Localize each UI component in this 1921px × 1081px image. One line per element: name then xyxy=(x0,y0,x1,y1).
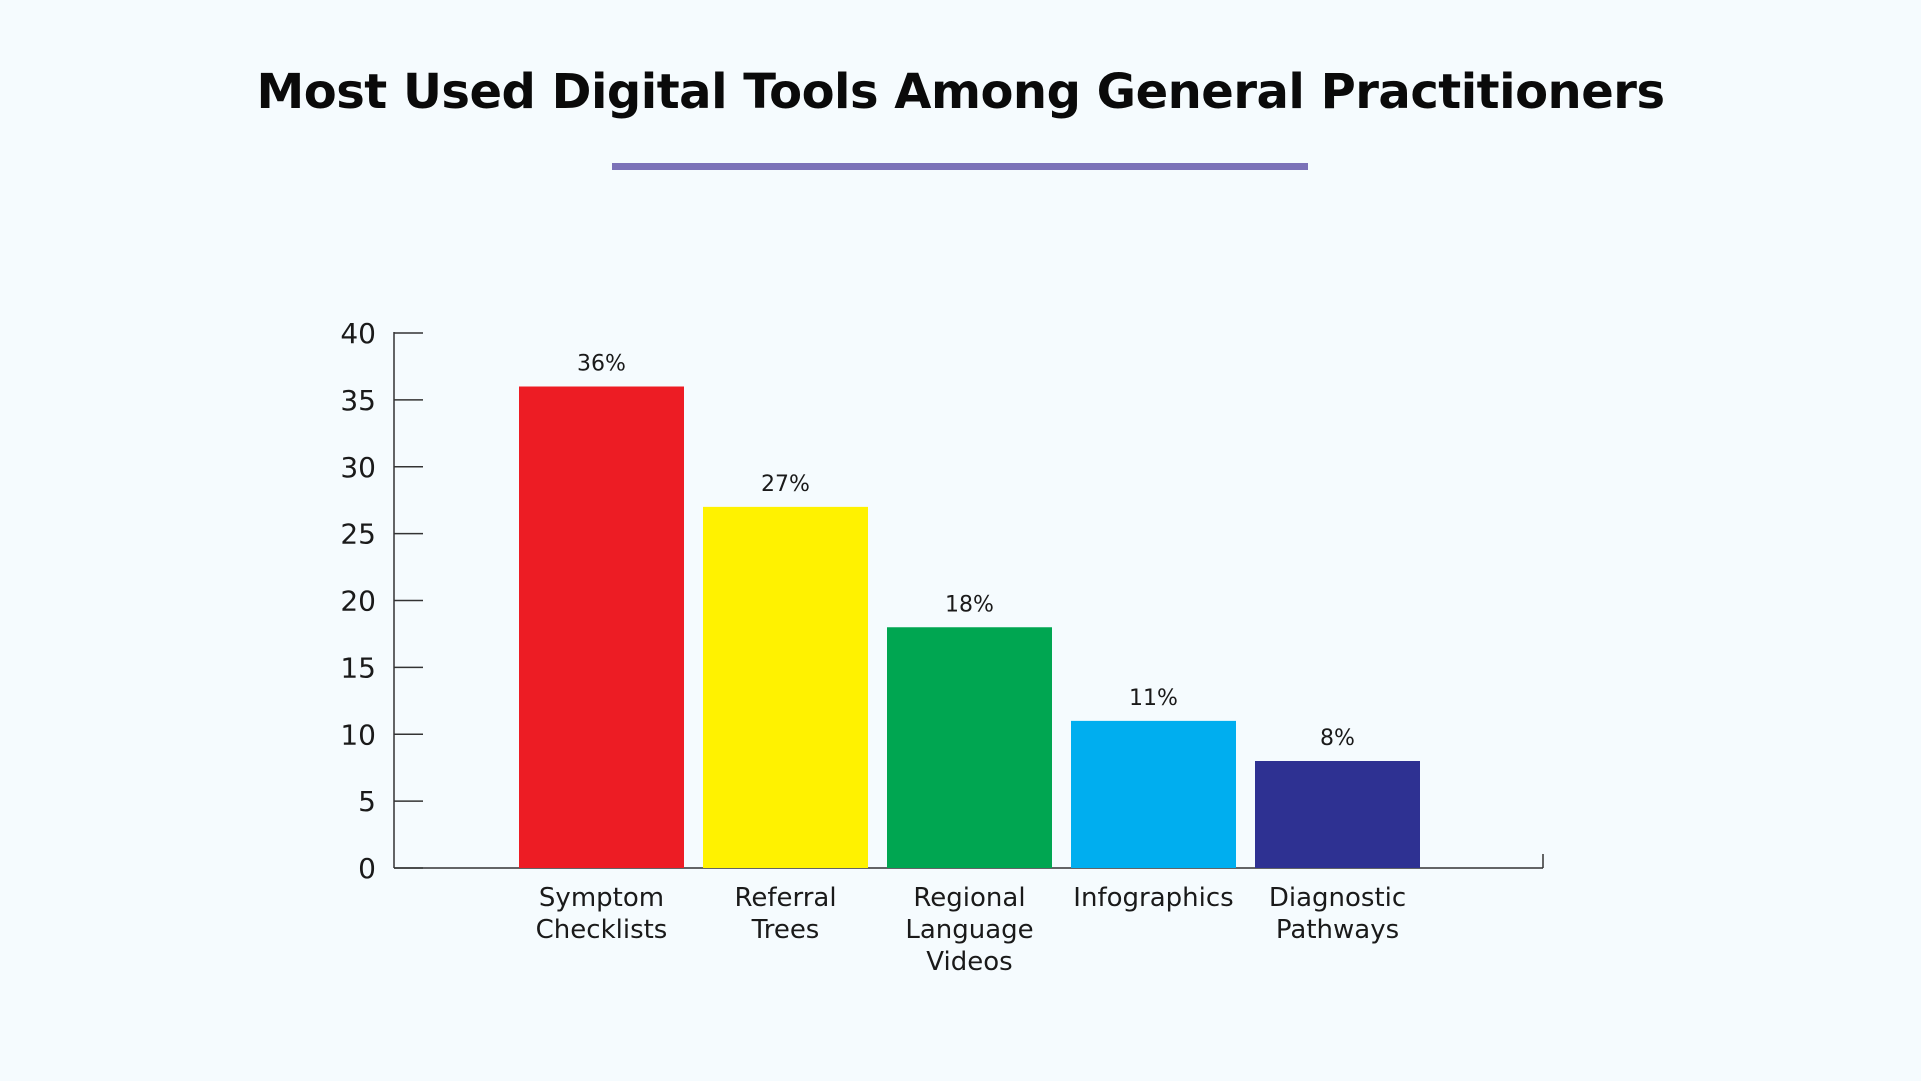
data-label: 18% xyxy=(945,592,994,617)
chart-labels: 36% Symptom Checklists 27% Referral Trees 18% R… xyxy=(536,352,1407,978)
x-tick-label: Referral Trees xyxy=(734,883,836,945)
y-tick-label: 30 xyxy=(340,451,376,484)
bar xyxy=(703,506,868,868)
bar xyxy=(887,627,1052,868)
title-underline xyxy=(612,163,1308,170)
y-tick-label: 35 xyxy=(340,384,376,417)
chart-title: Most Used Digital Tools Among General Pr… xyxy=(256,64,1665,120)
y-tick-label: 15 xyxy=(340,651,376,684)
x-tick-label: Infographics xyxy=(1073,883,1233,913)
data-label: 36% xyxy=(577,352,626,377)
bar xyxy=(1255,761,1420,868)
y-tick-label: 40 xyxy=(340,317,376,350)
y-tick-label: 20 xyxy=(340,585,376,618)
bar xyxy=(1071,720,1236,868)
data-label: 11% xyxy=(1129,686,1178,711)
x-tick-label: Diagnostic Pathways xyxy=(1269,883,1406,945)
chart-bars xyxy=(519,386,1420,868)
y-tick-label: 25 xyxy=(340,518,376,551)
data-label: 27% xyxy=(761,472,810,497)
bar xyxy=(519,386,684,868)
y-tick-label: 0 xyxy=(358,852,376,885)
x-tick-label: Symptom Checklists xyxy=(536,883,668,945)
y-tick-label: 5 xyxy=(358,785,376,818)
data-label: 8% xyxy=(1320,726,1355,751)
x-tick-label: Regional Language Videos xyxy=(905,883,1033,977)
y-tick-label: 10 xyxy=(340,718,376,751)
